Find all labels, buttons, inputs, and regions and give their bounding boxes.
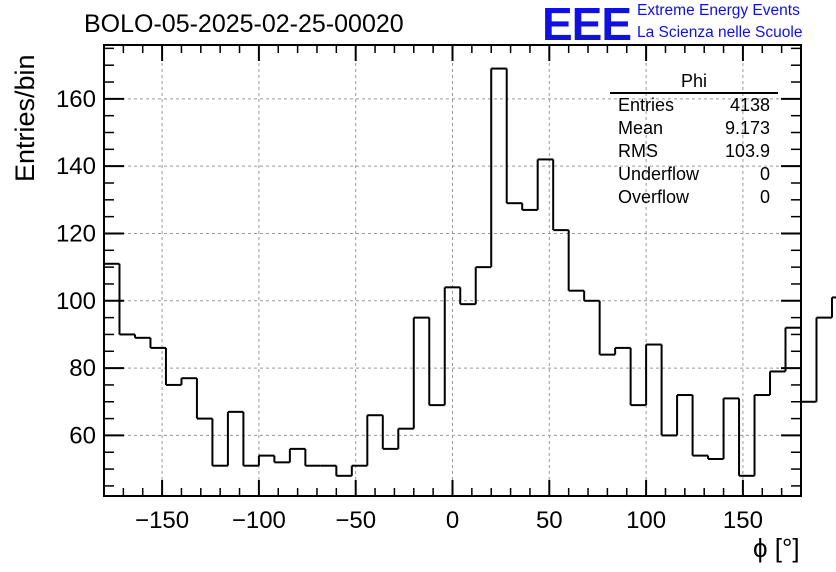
stats-label: RMS [618,141,658,161]
x-tick-label: −150 [135,507,189,534]
stats-row-rms: RMS 103.9 [610,140,778,163]
x-tick-label: 100 [626,507,666,534]
stats-value: 0 [759,187,770,207]
x-axis-label: ϕ [°] [753,533,800,563]
chart-title: BOLO-05-2025-02-25-00020 [84,10,404,38]
stats-box: Phi Entries 4138 Mean 9.173 RMS 103.9 Un… [610,70,778,209]
y-tick-label: 60 [69,422,96,449]
y-tick-label: 140 [56,153,96,180]
y-tick-label: 80 [69,355,96,382]
stats-row-overflow: Overflow 0 [610,186,778,209]
stats-value: 4138 [729,95,770,115]
x-tick-label: 150 [723,507,763,534]
stats-value: 103.9 [724,141,770,161]
x-tick-label: 0 [446,507,459,534]
stats-label: Mean [618,118,664,138]
y-axis-label: Entries/bin [10,54,40,182]
y-tick-label: 100 [56,288,96,315]
stats-value: 0 [759,164,770,184]
stats-row-underflow: Underflow 0 [610,163,778,186]
x-tick-label: −50 [335,507,376,534]
stats-row-entries: Entries 4138 [610,94,778,117]
stats-divider [610,92,778,94]
stats-value: 9.173 [724,118,770,138]
eee-logo-mark: EEE [542,0,632,50]
stats-label: Underflow [618,164,700,184]
y-tick-label: 120 [56,220,96,247]
logo-line-2: La Scienza nelle Scuole [637,24,803,41]
stats-row-mean: Mean 9.173 [610,117,778,140]
logo-line-1: Extreme Energy Events [637,2,800,19]
x-tick-label: −100 [232,507,286,534]
stats-histogram-name: Phi [680,71,707,91]
stats-label: Entries [618,95,675,115]
y-tick-label: 160 [56,86,96,113]
x-tick-label: 50 [536,507,563,534]
stats-label: Overflow [618,187,690,207]
